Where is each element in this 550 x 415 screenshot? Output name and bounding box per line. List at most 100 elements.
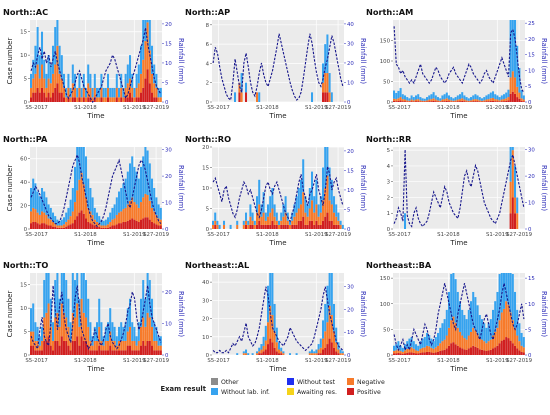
bar-segment <box>430 94 433 100</box>
bar-segment <box>159 345 162 351</box>
y-tick-label: 3 <box>387 180 390 186</box>
bar-segment <box>56 219 59 226</box>
bar-segment <box>155 197 158 215</box>
x-tick-label: S5-2017 <box>207 105 230 111</box>
bar-segment <box>245 353 248 355</box>
bar-segment <box>100 219 103 226</box>
x-tick-label: S1-2019 <box>486 358 509 364</box>
y2-tick-label: 10 <box>347 188 354 194</box>
bar-segment <box>85 156 88 198</box>
bar-segment <box>516 86 519 98</box>
bar-segment <box>34 209 37 222</box>
legend-swatch <box>287 388 294 395</box>
bar-segment <box>100 87 103 98</box>
bar-segment <box>151 73 154 93</box>
panel-title: North::RO <box>185 134 231 144</box>
bar-segment <box>485 327 488 344</box>
bar-segment <box>503 339 506 355</box>
bar-segment <box>434 347 437 353</box>
bar-segment <box>100 225 103 228</box>
bar-segment <box>109 308 112 332</box>
bar-segment <box>514 197 517 214</box>
bar-segment <box>511 197 514 229</box>
bar-segment <box>401 94 404 100</box>
bar-segment <box>417 345 420 351</box>
bar-segment <box>322 63 325 83</box>
bar-segment <box>256 351 259 354</box>
bar-segment <box>476 347 479 355</box>
bar-segment <box>489 98 492 101</box>
bar-segment <box>262 192 265 213</box>
bar-segment <box>142 218 145 229</box>
y-tick-label: 15 <box>20 30 27 36</box>
bar-segment <box>107 73 110 88</box>
rainfall-line <box>393 283 525 352</box>
bar-segment <box>322 92 325 102</box>
bar-segment <box>341 353 344 355</box>
bar-segment <box>43 59 46 79</box>
bar-segment <box>157 204 160 219</box>
bar-segment <box>408 98 411 101</box>
bar-segment <box>43 280 46 318</box>
bar-segment <box>256 224 259 229</box>
bar-segment <box>401 347 404 352</box>
bar-segment <box>428 351 431 355</box>
bar-segment <box>317 224 320 229</box>
bar-segment <box>67 97 70 102</box>
bar-segment <box>82 312 85 341</box>
rainfall-line <box>30 153 162 228</box>
bar-segment <box>280 224 283 229</box>
bar-segment <box>32 78 35 93</box>
bar-segment <box>102 220 105 226</box>
x-tick-label: S1-2019 <box>305 232 328 238</box>
bar-segment <box>135 350 138 355</box>
bar-segment <box>87 326 90 346</box>
bar-segment <box>397 100 400 102</box>
bar-segment <box>450 343 453 355</box>
bar-segment <box>30 345 33 355</box>
bar-segment <box>264 212 267 221</box>
x-axis-title: Time <box>86 365 104 373</box>
bar-segment <box>155 224 158 229</box>
bar-segment <box>135 87 138 98</box>
bar-segment <box>267 285 270 323</box>
bar-segment <box>159 87 162 98</box>
bar-segment <box>395 344 398 351</box>
bar-segment <box>151 345 154 355</box>
bar-segment <box>324 347 327 355</box>
y2-tick-label: 10 <box>165 321 172 327</box>
rainfall-line <box>212 166 344 223</box>
bar-segment <box>324 44 327 74</box>
bar-segment <box>245 220 248 225</box>
bar-segment <box>509 273 512 313</box>
bar-segment <box>47 55 50 79</box>
bar-segment <box>330 342 333 355</box>
bar-segment <box>286 224 289 229</box>
bar-segment <box>251 220 254 225</box>
bar-segment <box>401 101 404 102</box>
bar-segment <box>443 99 446 102</box>
bar-segment <box>410 101 413 102</box>
bar-segment <box>419 341 422 349</box>
bar-segment <box>212 220 215 225</box>
bar-segment <box>38 55 41 79</box>
legend-swatch <box>287 378 294 385</box>
bar-segment <box>311 349 314 354</box>
bar-segment <box>135 336 138 346</box>
bar-segment <box>74 219 77 229</box>
bar-segment <box>275 342 278 352</box>
bar-segment <box>49 207 52 220</box>
bar-segment <box>434 352 437 355</box>
y-tick-label: 150 <box>380 39 391 45</box>
bar-segment <box>408 352 411 355</box>
bar-segment <box>445 92 448 99</box>
bar-segment <box>58 227 61 229</box>
bar-segment <box>330 179 333 205</box>
bar-segment <box>80 273 83 299</box>
bar-segment <box>78 212 81 229</box>
x-tick-label: S27-2019 <box>143 358 170 364</box>
y2-tick-label: 10 <box>165 61 172 67</box>
bar-segment <box>509 312 512 341</box>
bar-segment <box>43 340 46 355</box>
bar-segment <box>113 326 116 341</box>
